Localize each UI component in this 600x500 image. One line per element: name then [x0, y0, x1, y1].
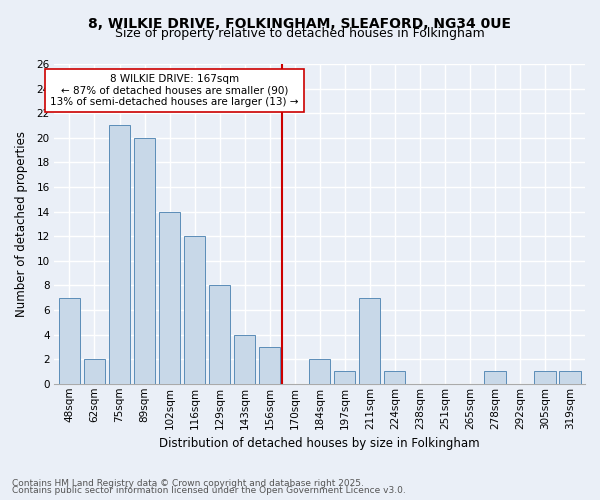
Bar [484, 372, 506, 384]
Bar [359, 298, 380, 384]
Bar [309, 359, 331, 384]
Bar [84, 359, 105, 384]
Bar [384, 372, 406, 384]
X-axis label: Distribution of detached houses by size in Folkingham: Distribution of detached houses by size … [160, 437, 480, 450]
Text: Size of property relative to detached houses in Folkingham: Size of property relative to detached ho… [115, 28, 485, 40]
Bar [234, 334, 255, 384]
Bar [535, 372, 556, 384]
Bar [259, 347, 280, 384]
Text: 8, WILKIE DRIVE, FOLKINGHAM, SLEAFORD, NG34 0UE: 8, WILKIE DRIVE, FOLKINGHAM, SLEAFORD, N… [89, 18, 511, 32]
Bar [559, 372, 581, 384]
Bar [209, 286, 230, 384]
Bar [159, 212, 180, 384]
Bar [134, 138, 155, 384]
Text: Contains public sector information licensed under the Open Government Licence v3: Contains public sector information licen… [12, 486, 406, 495]
Text: 8 WILKIE DRIVE: 167sqm
← 87% of detached houses are smaller (90)
13% of semi-det: 8 WILKIE DRIVE: 167sqm ← 87% of detached… [50, 74, 299, 107]
Bar [59, 298, 80, 384]
Bar [334, 372, 355, 384]
Text: Contains HM Land Registry data © Crown copyright and database right 2025.: Contains HM Land Registry data © Crown c… [12, 478, 364, 488]
Y-axis label: Number of detached properties: Number of detached properties [15, 131, 28, 317]
Bar [109, 126, 130, 384]
Bar [184, 236, 205, 384]
